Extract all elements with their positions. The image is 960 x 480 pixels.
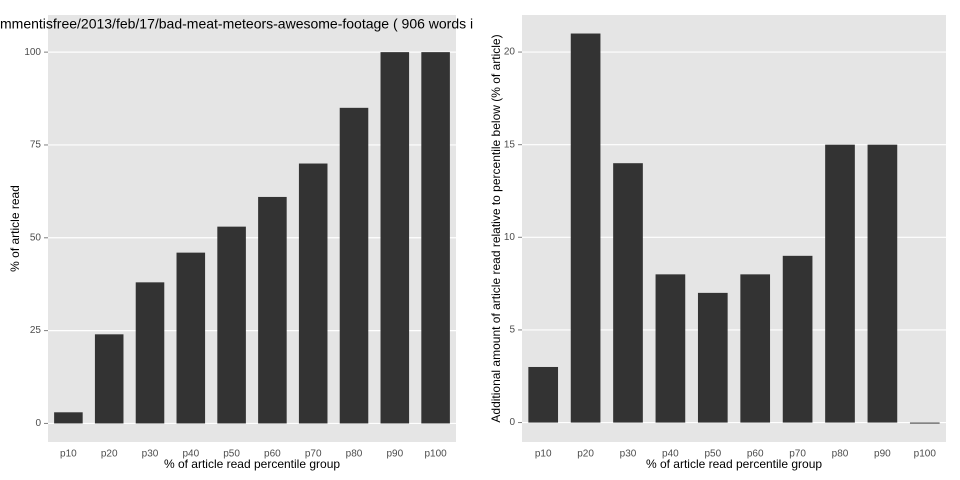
x-axis-label: % of article read percentile group (164, 457, 340, 471)
x-tick-label: p10 (60, 449, 77, 460)
x-tick-label: p40 (182, 449, 199, 460)
x-tick-label: p100 (914, 449, 937, 460)
bar (380, 52, 410, 424)
x-tick-label: p80 (346, 449, 363, 460)
bar (528, 366, 559, 423)
y-tick-label: 50 (30, 232, 42, 243)
x-tick-label: p20 (101, 449, 118, 460)
bar (697, 292, 728, 423)
x-tick-label: p60 (264, 449, 281, 460)
x-tick-label: p60 (747, 449, 764, 460)
y-tick-label: 5 (509, 325, 515, 336)
bar (217, 226, 246, 424)
bar (613, 163, 643, 423)
bar (176, 252, 206, 424)
x-tick-label: p10 (535, 449, 552, 460)
bar (135, 282, 165, 424)
y-tick-label: 10 (504, 232, 516, 243)
bar (339, 107, 369, 424)
y-axis-label: Additional amount of article read relati… (489, 34, 503, 422)
y-tick-label: 75 (30, 140, 42, 151)
x-tick-label: p30 (142, 449, 159, 460)
bar (655, 274, 686, 423)
bar (54, 412, 83, 424)
bar (421, 52, 450, 424)
x-tick-label: p30 (620, 449, 637, 460)
x-tick-label: p20 (577, 449, 594, 460)
x-tick-label: p90 (386, 449, 403, 460)
x-tick-label: p100 (424, 449, 447, 460)
x-tick-label: p50 (223, 449, 240, 460)
bar (867, 144, 898, 423)
x-tick-label: p40 (662, 449, 679, 460)
x-tick-label: p90 (874, 449, 891, 460)
y-tick-label: 25 (30, 325, 42, 336)
y-tick-label: 20 (504, 47, 516, 58)
x-tick-label: p50 (704, 449, 721, 460)
bar (298, 163, 328, 424)
x-tick-label: p80 (832, 449, 849, 460)
y-axis-label: % of article read (8, 185, 22, 272)
bar (740, 274, 771, 423)
x-axis-label: % of article read percentile group (646, 457, 822, 471)
bar (909, 422, 940, 424)
bar (94, 334, 124, 424)
y-tick-label: 100 (24, 47, 41, 58)
y-tick-label: 0 (35, 418, 41, 429)
x-tick-label: p70 (789, 449, 806, 460)
bar (258, 196, 287, 424)
y-tick-label: 15 (504, 139, 516, 150)
bar (825, 144, 855, 423)
y-tick-label: 0 (509, 417, 515, 428)
chart-title: mmentisfree/2013/feb/17/bad-meat-meteors… (0, 16, 473, 32)
bar (570, 33, 601, 423)
bar (782, 255, 813, 423)
x-tick-label: p70 (305, 449, 322, 460)
